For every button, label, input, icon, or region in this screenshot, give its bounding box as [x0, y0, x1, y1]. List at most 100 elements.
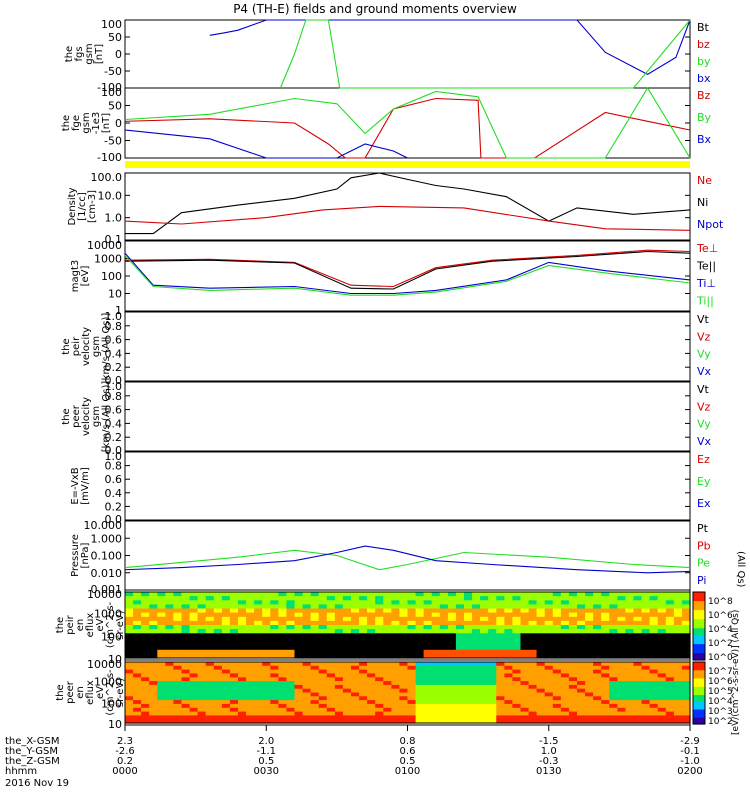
- spectrogram-cell: [318, 620, 328, 626]
- spectrogram-cell: [609, 600, 618, 605]
- spectrogram-cell: [213, 592, 223, 597]
- y-tick-label: 1.0: [105, 310, 123, 323]
- spectrogram-cell: [399, 696, 409, 701]
- spectrogram-cell: [665, 608, 675, 614]
- spectrogram-cell: [657, 711, 667, 716]
- spectrogram-cell: [375, 608, 384, 614]
- spectrogram-cell: [447, 677, 457, 682]
- spectrogram-cell: [657, 633, 667, 638]
- spectrogram-cell: [617, 608, 627, 614]
- spectrogram-cell: [407, 692, 417, 697]
- spectrogram-cell: [649, 703, 659, 709]
- spectrogram-cell: [512, 696, 522, 701]
- spectrogram-cell: [351, 625, 360, 630]
- spectrogram-cell: [609, 673, 618, 678]
- spectrogram-cell: [552, 625, 562, 630]
- spectrogram-cell: [568, 645, 578, 651]
- spectrogram-cell: [375, 719, 384, 724]
- spectrogram-cell: [125, 629, 134, 634]
- spectrogram-cell: [512, 637, 522, 643]
- spectrogram-cell: [681, 645, 691, 651]
- spectrogram-cell: [431, 637, 441, 643]
- spectrogram-cell: [246, 696, 255, 701]
- spectrogram-cell: [141, 719, 150, 724]
- spectrogram-cell: [439, 703, 449, 709]
- spectrogram-cell: [657, 608, 667, 614]
- y-axis-label: the: [55, 684, 66, 700]
- spectrogram-cell: [334, 625, 344, 630]
- spectrogram-cell: [673, 604, 683, 610]
- spectrogram-cell: [351, 665, 360, 671]
- spectrogram-cell: [157, 600, 166, 605]
- spectrogram-cell: [318, 703, 328, 709]
- spectrogram-cell: [512, 645, 522, 651]
- spectrogram-cell: [601, 665, 610, 671]
- spectrogram-cell: [302, 620, 312, 626]
- spectrogram-cell: [133, 681, 142, 686]
- spectrogram-cell: [625, 692, 635, 697]
- spectrogram-cell: [472, 673, 481, 678]
- colorbar-cell: [693, 715, 705, 719]
- spectrogram-cell: [407, 711, 417, 716]
- spectrogram-cell: [189, 711, 199, 716]
- spectrogram-cell: [367, 681, 376, 686]
- spectrogram-cell: [480, 665, 489, 671]
- spectrogram-cell: [141, 665, 150, 671]
- spectrogram-cell: [383, 688, 392, 694]
- spectrogram-cell: [342, 681, 352, 686]
- spectrogram-cell: [262, 608, 271, 614]
- spectrogram-cell: [488, 592, 497, 597]
- spectrogram-cell: [221, 637, 231, 643]
- spectrogram-cell: [278, 596, 288, 601]
- spectrogram-cell: [310, 649, 320, 655]
- colorbar-frame: [692, 591, 706, 661]
- spectrogram-cell: [536, 645, 546, 651]
- y-axis-label: magt3: [70, 260, 81, 293]
- spectrogram-cell: [254, 700, 263, 705]
- spectrogram-cell: [133, 604, 142, 610]
- spectrogram-cell: [568, 677, 578, 682]
- colorbar-cell: [693, 713, 705, 717]
- spectrogram-cell: [262, 637, 271, 643]
- spectrogram-cell: [528, 665, 538, 671]
- spectrogram-cell: [617, 684, 627, 690]
- spectrogram-cell: [472, 715, 481, 720]
- spectrogram-cell: [496, 669, 505, 674]
- spectrogram-cell: [472, 612, 481, 618]
- spectrogram-cell: [649, 688, 659, 694]
- spectrogram-cell: [423, 653, 433, 659]
- spectrogram-cell: [528, 608, 538, 614]
- spectrogram-cell: [431, 703, 441, 709]
- spectrogram-cell: [447, 711, 457, 716]
- spectrogram-cell: [520, 684, 530, 690]
- spectrogram-cell: [149, 612, 158, 618]
- spectrogram-cell: [552, 696, 562, 701]
- spectrogram-cell: [544, 629, 554, 634]
- spectrogram-cell: [399, 662, 409, 667]
- spectrogram-cell: [528, 592, 538, 597]
- spectrogram-cell: [165, 669, 175, 674]
- spectrogram-cell: [439, 700, 449, 705]
- spectrogram-cell: [270, 596, 279, 601]
- spectrogram-cell: [141, 637, 150, 643]
- spectrogram-cell: [415, 592, 425, 597]
- spectrogram-cell: [391, 629, 401, 634]
- spectrogram-cell: [407, 653, 417, 659]
- spectrogram-cell: [431, 649, 441, 655]
- spectrogram-cell: [286, 600, 296, 605]
- spectrogram-cell: [577, 700, 586, 705]
- spectrogram-cell: [213, 629, 223, 634]
- spectrogram-cell: [294, 592, 304, 597]
- spectrogram-cell: [455, 645, 465, 651]
- spectrogram-cell: [464, 608, 473, 614]
- spectrogram-cell: [189, 665, 199, 671]
- spectrogram-cell: [431, 673, 441, 678]
- spectrogram-cell: [334, 669, 344, 674]
- spectrogram-cell: [641, 669, 651, 674]
- spectrogram-cell: [213, 641, 223, 647]
- spectrogram-cell: [665, 649, 675, 655]
- legend-entry: by: [697, 55, 711, 68]
- spectrogram-cell: [601, 707, 610, 713]
- spectrogram-cell: [197, 625, 207, 630]
- spectrogram-cell: [657, 688, 667, 694]
